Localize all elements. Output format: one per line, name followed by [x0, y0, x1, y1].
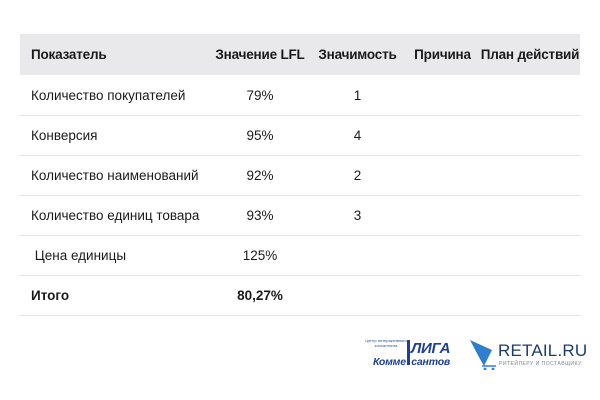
header-lfl-value: Значение LFL	[215, 47, 305, 62]
cell-lfl-value: 93%	[210, 195, 310, 236]
cell-lfl-value: 79%	[210, 75, 310, 116]
caduceus-icon	[407, 340, 410, 365]
shopping-cart-icon	[470, 340, 496, 370]
liga-small-caption: Центр интерактивного консалтинга	[365, 338, 407, 348]
cell-action-plan	[480, 115, 580, 156]
table-row: Количество единиц товара 93% 3	[20, 195, 580, 236]
cell-reason	[405, 235, 480, 276]
cell-action-plan	[480, 235, 580, 276]
cell-indicator: Количество единиц товара	[20, 195, 210, 236]
cell-action-plan	[480, 155, 580, 196]
header-action-plan: План действий	[480, 47, 580, 62]
cell-indicator: Цена единицы	[20, 235, 210, 276]
liga-kommersantov-logo: Центр интерактивного консалтинга ЛИГА Ко…	[365, 336, 455, 376]
table-row: Цена единицы 125%	[20, 235, 580, 276]
liga-logo-title: ЛИГА	[411, 340, 451, 357]
lfl-table: Показатель Значение LFL Значимость Причи…	[20, 34, 580, 316]
cell-lfl-value: 95%	[210, 115, 310, 156]
cell-indicator: Конверсия	[20, 115, 210, 156]
lfl-table-container: Показатель Значение LFL Значимость Причи…	[20, 34, 580, 316]
cell-indicator: Количество покупателей	[20, 75, 210, 116]
table-total-row: Итого 80,27%	[20, 275, 580, 316]
cell-reason	[405, 75, 480, 116]
cell-lfl-value: 92%	[210, 155, 310, 196]
cell-significance	[310, 235, 405, 276]
cell-reason	[405, 195, 480, 236]
cell-significance: 2	[310, 155, 405, 196]
retail-ru-logo: RETAIL.RU РИТЕЙЛЕРУ И ПОСТАВЩИКУ	[468, 336, 588, 376]
cell-significance: 3	[310, 195, 405, 236]
table-row: Количество наименований 92% 2	[20, 155, 580, 196]
retail-ru-tagline: РИТЕЙЛЕРУ И ПОСТАВЩИКУ	[499, 361, 582, 367]
cell-significance: 1	[310, 75, 405, 116]
header-indicator: Показатель	[31, 47, 107, 62]
header-reason: Причина	[414, 47, 471, 62]
table-row: Количество покупателей 79% 1	[20, 75, 580, 116]
cell-reason	[405, 155, 480, 196]
cell-reason	[405, 275, 480, 316]
cell-total-value: 80,27%	[210, 275, 310, 316]
cell-action-plan	[480, 275, 580, 316]
cell-indicator: Количество наименований	[20, 155, 210, 196]
liga-logo-subtitle: Комме сантов	[373, 356, 451, 368]
table-row: Конверсия 95% 4	[20, 115, 580, 156]
cell-significance	[310, 275, 405, 316]
cell-reason	[405, 115, 480, 156]
retail-ru-name: RETAIL.RU	[498, 341, 588, 360]
cell-significance: 4	[310, 115, 405, 156]
cell-action-plan	[480, 75, 580, 116]
table-header-row: Показатель Значение LFL Значимость Причи…	[20, 34, 580, 75]
cell-total-label: Итого	[20, 275, 210, 316]
cell-action-plan	[480, 195, 580, 236]
cell-lfl-value: 125%	[210, 235, 310, 276]
header-significance: Значимость	[318, 47, 397, 62]
